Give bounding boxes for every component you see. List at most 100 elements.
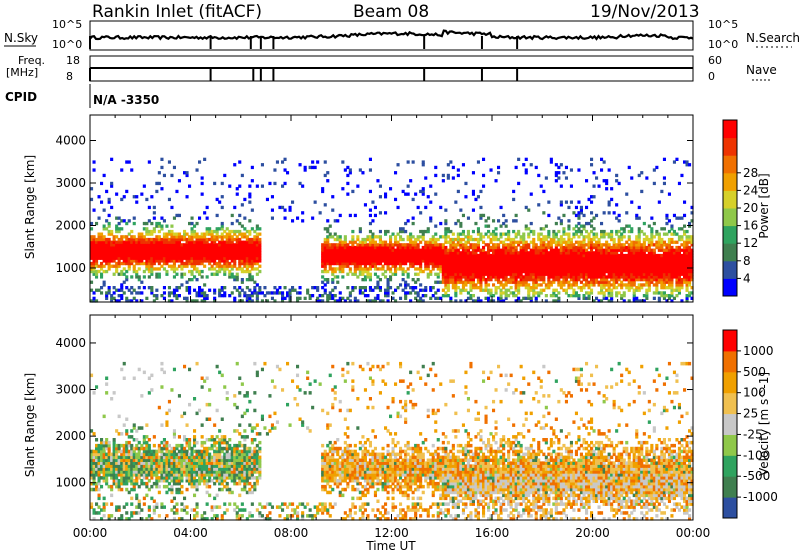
heatmap-cell xyxy=(492,219,496,223)
heatmap-cell xyxy=(647,224,651,228)
heatmap-cell xyxy=(499,248,503,252)
noise-right-tick-top: 10^5 xyxy=(708,18,738,31)
heatmap-cell xyxy=(95,464,99,468)
heatmap-cell xyxy=(597,269,601,274)
heatmap-cell xyxy=(102,470,106,474)
heatmap-cell xyxy=(238,240,242,244)
heatmap-cell xyxy=(145,440,149,445)
heatmap-cell xyxy=(188,286,192,290)
heatmap-cell xyxy=(401,261,405,266)
heatmap-cell xyxy=(527,253,531,258)
heatmap-cell xyxy=(675,245,679,250)
heatmap-cell xyxy=(421,251,425,255)
heatmap-cell xyxy=(542,211,546,215)
heatmap-cell xyxy=(660,248,664,252)
heatmap-cell xyxy=(125,464,129,468)
heatmap-cell xyxy=(532,294,536,298)
heatmap-cell xyxy=(421,253,425,258)
heatmap-cell xyxy=(680,299,684,303)
heatmap-cell xyxy=(434,224,438,228)
heatmap-cell xyxy=(539,227,543,231)
heatmap-cell xyxy=(524,227,528,231)
heatmap-cell xyxy=(479,264,483,268)
heatmap-cell xyxy=(590,272,594,276)
heatmap-cell xyxy=(384,248,388,252)
heatmap-cell xyxy=(255,227,259,231)
heatmap-cell xyxy=(210,253,214,258)
heatmap-cell xyxy=(549,160,553,164)
heatmap-cell xyxy=(567,224,571,228)
heatmap-cell xyxy=(167,232,171,236)
heatmap-cell xyxy=(524,157,528,161)
heatmap-cell xyxy=(600,229,604,234)
heatmap-cell xyxy=(396,245,400,250)
heatmap-cell xyxy=(100,464,104,468)
heatmap-cell xyxy=(517,286,521,290)
heatmap-cell xyxy=(240,299,244,303)
heatmap-cell xyxy=(122,251,126,255)
heatmap-cell xyxy=(416,272,420,276)
heatmap-cell xyxy=(620,253,624,258)
heatmap-cell xyxy=(539,278,543,282)
heatmap-cell xyxy=(590,195,594,199)
heatmap-cell xyxy=(356,256,360,260)
heatmap-cell xyxy=(110,205,114,210)
heatmap-cell xyxy=(238,184,242,188)
heatmap-cell xyxy=(328,291,332,295)
heatmap-cell xyxy=(595,243,599,247)
heatmap-cell xyxy=(346,264,350,268)
heatmap-cell xyxy=(444,264,448,268)
heatmap-cell xyxy=(602,256,606,260)
heatmap-cell xyxy=(459,243,463,247)
heatmap-cell xyxy=(587,259,591,263)
heatmap-cell xyxy=(675,278,679,282)
heatmap-cell xyxy=(524,245,528,250)
heatmap-cell xyxy=(122,240,126,244)
heatmap-cell xyxy=(579,261,583,266)
heatmap-cell xyxy=(529,278,533,282)
heatmap-cell xyxy=(544,267,548,271)
heatmap-cell xyxy=(552,278,556,282)
heatmap-cell xyxy=(125,299,129,303)
heatmap-cell xyxy=(386,299,390,303)
heatmap-cell xyxy=(200,181,204,186)
heatmap-cell xyxy=(610,299,614,303)
heatmap-cell xyxy=(353,267,357,271)
heatmap-cell xyxy=(451,259,455,263)
heatmap-cell xyxy=(255,296,259,300)
heatmap-cell xyxy=(449,259,453,263)
heatmap-cell xyxy=(421,259,425,263)
heatmap-cell xyxy=(223,229,227,234)
heatmap-cell xyxy=(404,245,408,250)
heatmap-cell xyxy=(175,237,179,242)
heatmap-cell xyxy=(542,256,546,260)
heatmap-cell xyxy=(607,259,611,263)
heatmap-cell xyxy=(95,248,99,252)
heatmap-cell xyxy=(469,259,473,263)
heatmap-cell xyxy=(562,229,566,234)
heatmap-cell xyxy=(120,168,124,172)
heatmap-cell xyxy=(645,291,649,295)
heatmap-cell xyxy=(582,272,586,276)
heatmap-cell xyxy=(105,479,109,483)
heatmap-cell xyxy=(356,251,360,255)
heatmap-cell xyxy=(373,286,377,290)
heatmap-cell xyxy=(240,251,244,255)
heatmap-cell xyxy=(401,272,405,276)
heatmap-cell xyxy=(466,235,470,239)
heatmap-cell xyxy=(476,195,480,199)
heatmap-cell xyxy=(657,272,661,276)
heatmap-cell xyxy=(685,288,689,292)
heatmap-cell xyxy=(507,278,511,282)
heatmap-cell xyxy=(213,288,217,292)
heatmap-cell xyxy=(296,291,300,295)
heatmap-cell xyxy=(602,229,606,234)
heatmap-cell xyxy=(662,291,666,295)
heatmap-cell xyxy=(517,256,521,260)
heatmap-cell xyxy=(253,235,257,239)
heatmap-cell xyxy=(250,267,254,271)
heatmap-cell xyxy=(494,237,498,242)
heatmap-cell xyxy=(662,227,666,231)
heatmap-cell xyxy=(100,461,104,465)
heatmap-cell xyxy=(640,283,644,287)
